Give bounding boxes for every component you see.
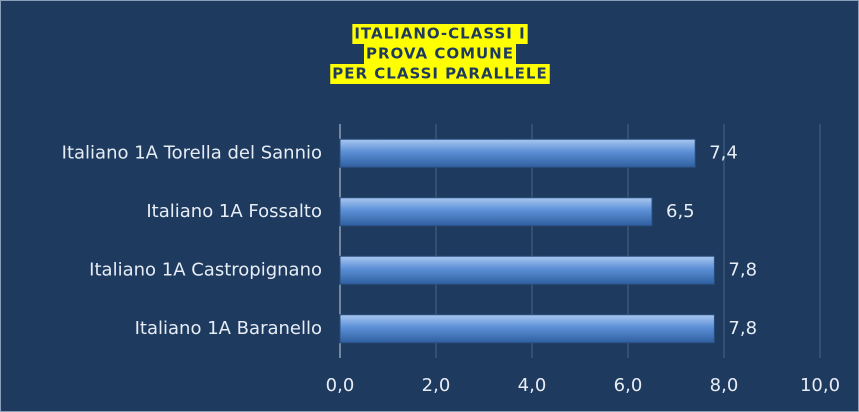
bar <box>339 255 715 285</box>
title-highlight <box>352 24 528 44</box>
x-tick-label: 6,0 <box>614 375 643 396</box>
chart-title: PROVA COMUNE <box>366 45 514 63</box>
y-tick-label: Italiano 1A Baranello <box>135 318 322 339</box>
chart-title: ITALIANO-CLASSI I <box>354 25 525 43</box>
x-tick-label: 2,0 <box>422 375 451 396</box>
bar <box>339 314 715 344</box>
value-label: 6,5 <box>666 201 695 222</box>
bar <box>339 138 696 168</box>
value-label: 7,4 <box>709 142 738 163</box>
y-tick-label: Italiano 1A Castropignano <box>89 259 322 280</box>
x-tick-label: 8,0 <box>710 375 739 396</box>
chart-title: PER CLASSI PARALLELE <box>332 65 547 83</box>
bar <box>339 197 653 227</box>
value-label: 7,8 <box>728 318 757 339</box>
y-tick-label: Italiano 1A Torella del Sannio <box>62 142 322 163</box>
y-tick-label: Italiano 1A Fossalto <box>146 201 322 222</box>
title-highlight <box>330 64 550 84</box>
title-highlight <box>364 44 516 64</box>
x-tick-label: 10,0 <box>800 375 840 396</box>
value-label: 7,8 <box>728 259 757 280</box>
x-tick-label: 4,0 <box>518 375 547 396</box>
x-tick-label: 0,0 <box>326 375 355 396</box>
